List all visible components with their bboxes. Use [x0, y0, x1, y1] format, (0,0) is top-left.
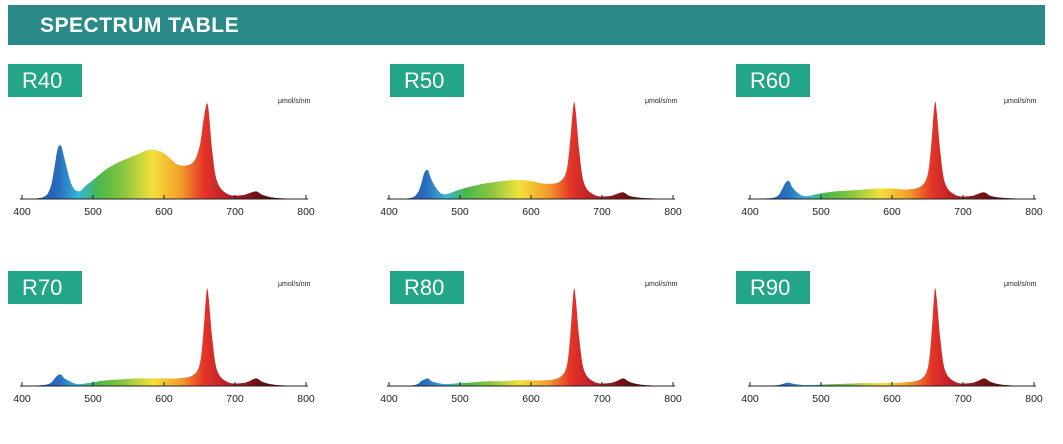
- x-tick-label: 700: [593, 393, 611, 405]
- spectrum-chart: 400 500 600 700 800: [741, 288, 1043, 405]
- spectrum-panel-r60: R60 μmol/s/nm 400 500 600 700 800: [736, 64, 1063, 224]
- x-tick-label: 600: [883, 393, 901, 405]
- x-tick-label: 400: [741, 206, 759, 218]
- spectrum-chart: 400 500 600 700 800: [741, 101, 1043, 218]
- spectrum-area: [750, 101, 1034, 199]
- x-tick-label: 400: [380, 393, 398, 405]
- page-title: SPECTRUM TABLE: [40, 14, 240, 37]
- spectrum-chart: 400 500 600 700 800: [13, 103, 315, 218]
- x-tick-label: 700: [954, 393, 972, 405]
- x-tick-label: 400: [13, 393, 31, 405]
- unit-label: μmol/s/nm: [645, 98, 678, 105]
- unit-label: μmol/s/nm: [1004, 281, 1037, 288]
- spectrum-panel-r50: R50 μmol/s/nm 400 500 600 700 800: [375, 64, 705, 224]
- panel-label: R40: [8, 64, 82, 97]
- x-tick-label: 800: [664, 206, 682, 218]
- x-tick-label: 500: [84, 206, 102, 218]
- unit-label: μmol/s/nm: [645, 281, 678, 288]
- x-tick-label: 500: [451, 206, 469, 218]
- spectrum-chart: 400 500 600 700 800: [380, 288, 682, 405]
- spectrum-panel-r90: R90 μmol/s/nm 400 500 600 700 800: [736, 271, 1063, 431]
- x-tick-label: 500: [812, 393, 830, 405]
- spectrum-panel-r40: R40 μmol/s/nm 400 500 600 700 800: [8, 64, 338, 224]
- panel-label: R80: [390, 271, 464, 304]
- spectrum-area: [750, 288, 1034, 386]
- unit-label: μmol/s/nm: [278, 98, 311, 105]
- spectrum-panel-r80: R80 μmol/s/nm 400 500 600 700 800: [375, 271, 705, 431]
- x-tick-label: 600: [155, 206, 173, 218]
- spectrum-area: [389, 288, 673, 386]
- panel-label: R70: [8, 271, 82, 304]
- panel-label: R60: [736, 64, 810, 97]
- panel-label: R50: [390, 64, 464, 97]
- x-tick-label: 700: [954, 206, 972, 218]
- x-tick-label: 400: [13, 206, 31, 218]
- unit-label: μmol/s/nm: [278, 281, 311, 288]
- spectrum-chart: 400 500 600 700 800: [380, 101, 682, 218]
- x-tick-label: 500: [84, 393, 102, 405]
- x-tick-label: 500: [812, 206, 830, 218]
- x-tick-label: 700: [226, 206, 244, 218]
- x-tick-label: 800: [297, 393, 315, 405]
- spectrum-chart: 400 500 600 700 800: [13, 288, 315, 405]
- x-tick-label: 600: [522, 393, 540, 405]
- x-tick-label: 600: [883, 206, 901, 218]
- x-tick-label: 800: [664, 393, 682, 405]
- x-tick-label: 800: [1025, 206, 1043, 218]
- unit-label: μmol/s/nm: [1004, 98, 1037, 105]
- x-tick-label: 700: [593, 206, 611, 218]
- x-tick-label: 500: [451, 393, 469, 405]
- spectrum-area: [22, 103, 306, 199]
- x-tick-label: 800: [297, 206, 315, 218]
- x-tick-label: 800: [1025, 393, 1043, 405]
- x-tick-label: 400: [380, 206, 398, 218]
- x-tick-label: 600: [522, 206, 540, 218]
- x-tick-label: 600: [155, 393, 173, 405]
- panel-label: R90: [736, 271, 810, 304]
- header-bar: SPECTRUM TABLE: [8, 5, 1045, 45]
- spectrum-area: [22, 288, 306, 386]
- spectrum-area: [389, 101, 673, 199]
- x-tick-label: 700: [226, 393, 244, 405]
- spectrum-panel-r70: R70 μmol/s/nm 400 500 600 700 800: [8, 271, 338, 431]
- x-tick-label: 400: [741, 393, 759, 405]
